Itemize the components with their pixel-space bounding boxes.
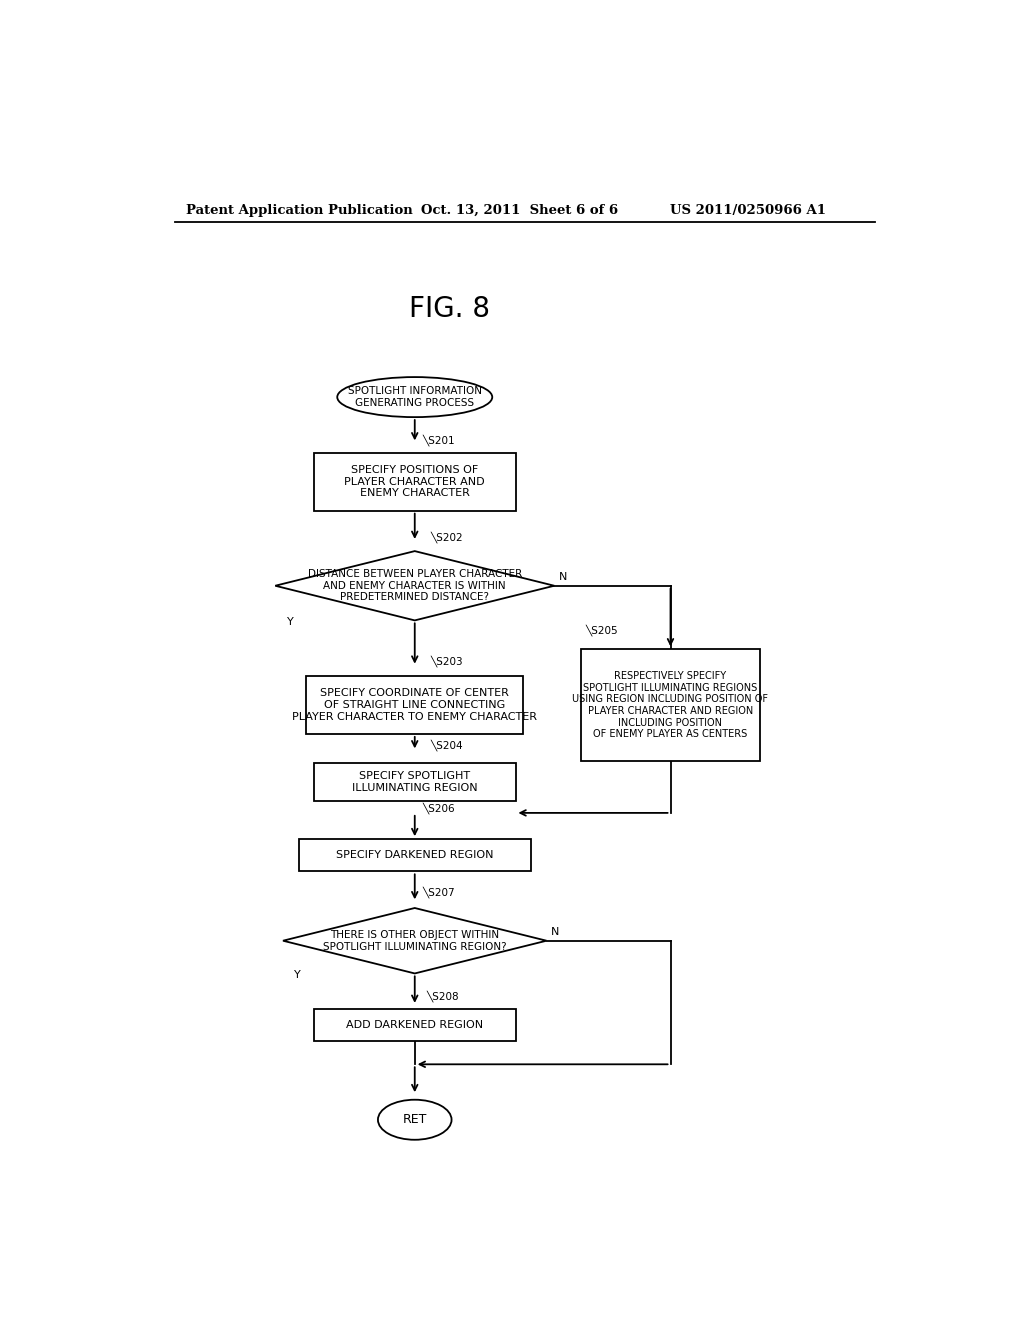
Bar xyxy=(299,840,531,871)
Text: ╲S207: ╲S207 xyxy=(423,887,455,899)
Text: ╲S208: ╲S208 xyxy=(426,990,459,1002)
Text: DISTANCE BETWEEN PLAYER CHARACTER
AND ENEMY CHARACTER IS WITHIN
PREDETERMINED DI: DISTANCE BETWEEN PLAYER CHARACTER AND EN… xyxy=(307,569,522,602)
Text: SPECIFY POSITIONS OF
PLAYER CHARACTER AND
ENEMY CHARACTER: SPECIFY POSITIONS OF PLAYER CHARACTER AN… xyxy=(344,465,485,499)
Polygon shape xyxy=(283,908,547,973)
Text: FIG. 8: FIG. 8 xyxy=(410,294,490,322)
Bar xyxy=(314,1008,515,1041)
Text: ╲S204: ╲S204 xyxy=(430,739,463,751)
Bar xyxy=(582,649,760,760)
Bar xyxy=(314,453,515,511)
Text: N: N xyxy=(551,927,559,937)
Text: US 2011/0250966 A1: US 2011/0250966 A1 xyxy=(671,205,826,218)
Text: Y: Y xyxy=(288,616,294,627)
Text: THERE IS OTHER OBJECT WITHIN
SPOTLIGHT ILLUMINATING REGION?: THERE IS OTHER OBJECT WITHIN SPOTLIGHT I… xyxy=(323,929,507,952)
Text: Patent Application Publication: Patent Application Publication xyxy=(186,205,413,218)
Text: SPOTLIGHT INFORMATION
GENERATING PROCESS: SPOTLIGHT INFORMATION GENERATING PROCESS xyxy=(348,387,481,408)
Text: Oct. 13, 2011  Sheet 6 of 6: Oct. 13, 2011 Sheet 6 of 6 xyxy=(421,205,618,218)
Text: SPECIFY COORDINATE OF CENTER
OF STRAIGHT LINE CONNECTING
PLAYER CHARACTER TO ENE: SPECIFY COORDINATE OF CENTER OF STRAIGHT… xyxy=(292,689,538,722)
Bar xyxy=(306,676,523,734)
Text: ╲S203: ╲S203 xyxy=(430,655,463,667)
Text: RET: RET xyxy=(402,1113,427,1126)
Text: ╲S201: ╲S201 xyxy=(423,434,455,446)
Text: Y: Y xyxy=(294,970,300,979)
Text: ADD DARKENED REGION: ADD DARKENED REGION xyxy=(346,1020,483,1030)
Text: SPECIFY SPOTLIGHT
ILLUMINATING REGION: SPECIFY SPOTLIGHT ILLUMINATING REGION xyxy=(352,771,477,793)
Text: ╲S206: ╲S206 xyxy=(423,803,455,814)
Polygon shape xyxy=(275,552,554,620)
Text: SPECIFY DARKENED REGION: SPECIFY DARKENED REGION xyxy=(336,850,494,861)
Text: ╲S205: ╲S205 xyxy=(586,624,617,636)
Text: RESPECTIVELY SPECIFY
SPOTLIGHT ILLUMINATING REGIONS
USING REGION INCLUDING POSIT: RESPECTIVELY SPECIFY SPOTLIGHT ILLUMINAT… xyxy=(572,671,768,739)
Text: N: N xyxy=(559,572,567,582)
Text: ╲S202: ╲S202 xyxy=(430,531,463,543)
Bar xyxy=(314,763,515,801)
